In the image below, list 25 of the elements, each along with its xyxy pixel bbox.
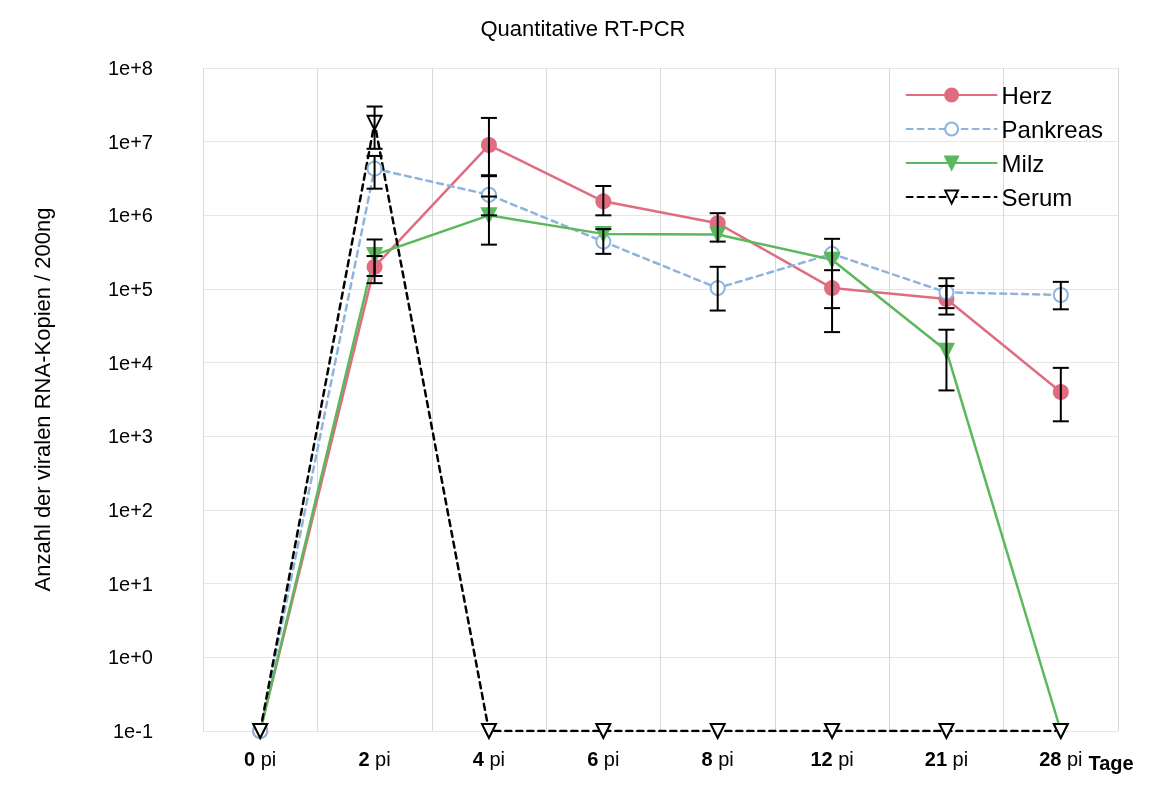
legend-label: Pankreas [1001, 115, 1103, 143]
x-tick-label: 6 pi [587, 748, 620, 770]
legend-label: Herz [1001, 81, 1053, 109]
y-tick-label: 1e+5 [107, 278, 153, 300]
y-tick-label: 1e+1 [107, 572, 153, 595]
y-tick-label: 1e+8 [107, 57, 153, 79]
x-tick-label: 28 pi [1039, 748, 1083, 770]
legend-label: Milz [1001, 149, 1045, 177]
y-tick-label: 1e+7 [107, 130, 153, 153]
x-axis-title: Tage [1088, 752, 1134, 774]
y-tick-label: 1e+6 [107, 204, 153, 227]
y-tick-label: 1e+4 [107, 351, 153, 374]
y-tick-label: 1e+0 [107, 646, 153, 669]
legend-label: Serum [1001, 183, 1073, 211]
y-tick-label: 1e-1 [112, 720, 153, 742]
x-tick-label: 12 pi [810, 748, 854, 770]
y-tick-label: 1e+2 [107, 499, 153, 521]
x-tick-label: 4 pi [472, 748, 506, 770]
x-tick-label: 21 pi [924, 748, 969, 770]
x-tick-label: 8 pi [701, 748, 734, 770]
chart-title: Quantitative RT-PCR [480, 15, 686, 41]
y-tick-label: 1e+3 [107, 425, 153, 448]
x-tick-label: 0 pi [244, 748, 277, 770]
y-axis-title: Anzahl der viralen RNA-Kopien / 200ng [29, 207, 55, 592]
x-tick-label: 2 pi [358, 748, 391, 770]
